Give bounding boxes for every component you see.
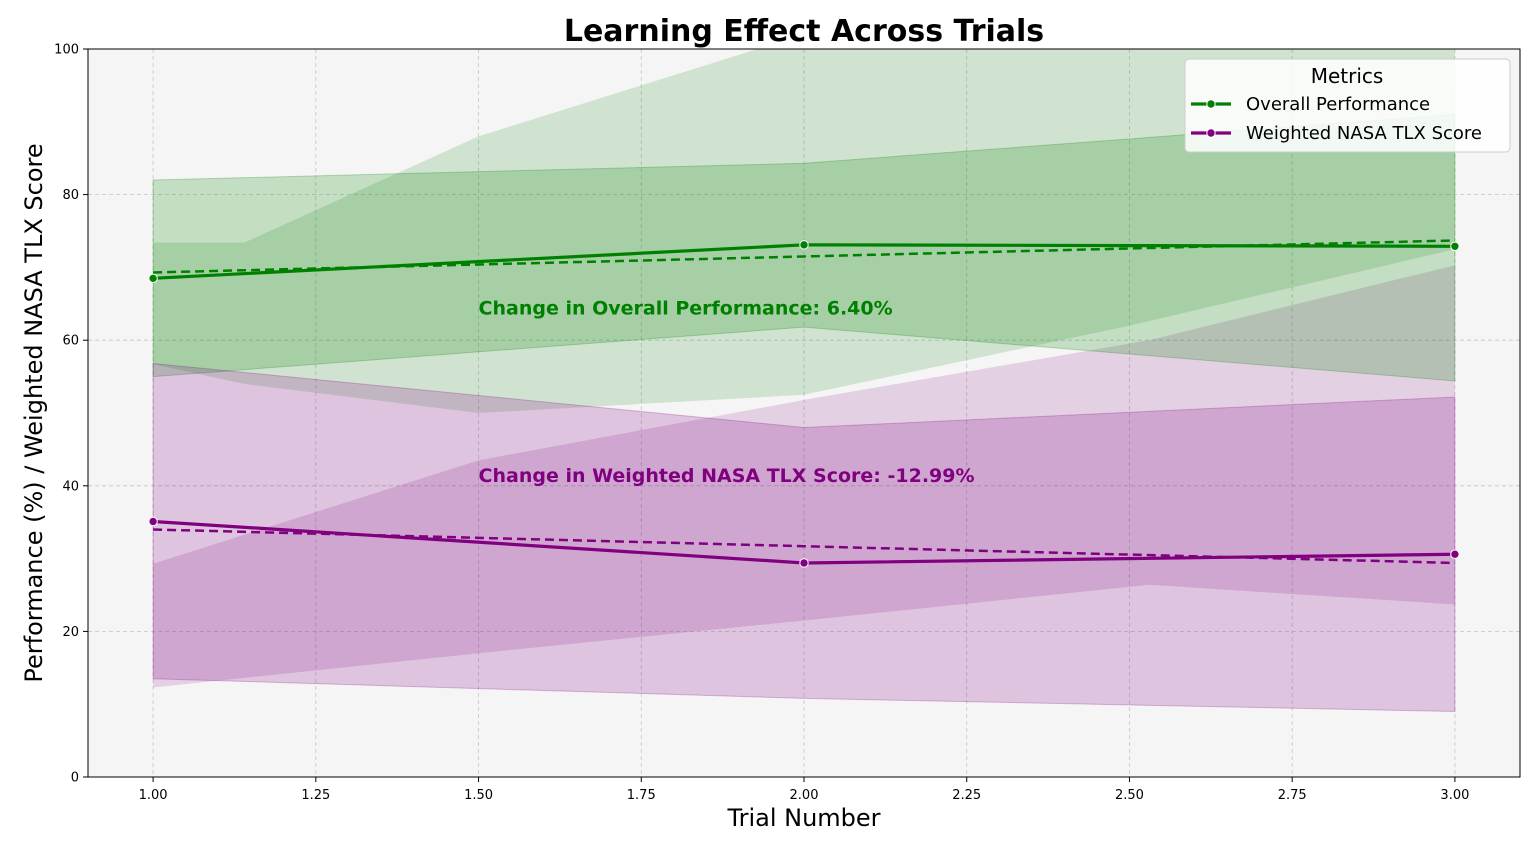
annotation-text: Change in Weighted NASA TLX Score: -12.9…	[479, 465, 975, 487]
trend-confidence-band	[153, 265, 1455, 688]
y-tick-label: 20	[62, 625, 79, 640]
data-point	[148, 273, 158, 284]
y-tick-label: 60	[62, 334, 79, 349]
data-point	[1450, 549, 1460, 559]
legend-marker	[1206, 99, 1216, 109]
y-tick-label: 0	[71, 771, 79, 786]
annotations: Change in Overall Performance: 6.40% Chan…	[479, 298, 975, 487]
x-tick-label: 2.50	[1115, 788, 1144, 803]
x-tick-label: 1.25	[301, 788, 330, 803]
data-point	[148, 516, 158, 527]
legend-marker	[1206, 128, 1216, 138]
x-tick-label: 1.00	[139, 788, 168, 803]
annotation-text: Change in Overall Performance: 6.40%	[479, 298, 893, 320]
data-point	[1450, 241, 1460, 251]
grid-lines	[88, 48, 1520, 778]
legend-label: Weighted NASA TLX Score	[1246, 123, 1482, 144]
x-tick-label: 1.50	[464, 788, 493, 803]
data-point	[799, 558, 809, 568]
legend-label: Overall Performance	[1246, 94, 1430, 115]
x-tick-label: 2.75	[1278, 788, 1307, 803]
y-tick-label: 80	[62, 188, 79, 203]
legend: Metrics Overall Performance Weighted NASA …	[1184, 58, 1511, 153]
y-tick-label: 100	[54, 43, 79, 58]
series-lines	[148, 239, 1460, 568]
legend-box	[1184, 58, 1511, 153]
axis-ticks: 1.00 1.25 1.50 1.75 2.00 2.25 2.50 2.75 3.00 0 20 4…	[54, 43, 1469, 804]
legend-title: Metrics	[1311, 64, 1384, 88]
x-tick-label: 2.00	[790, 788, 819, 803]
series-confidence-band	[152, 362, 1456, 712]
y-tick-label: 40	[62, 479, 79, 494]
x-tick-label: 2.25	[952, 788, 981, 803]
y-axis-label: Performance (%) / Weighted NASA TLX Scor…	[20, 143, 48, 682]
chart-title: Learning Effect Across Trials	[564, 14, 1044, 49]
x-tick-label: 1.75	[627, 788, 656, 803]
x-tick-label: 3.00	[1440, 788, 1469, 803]
x-axis-label: Trial Number	[726, 804, 880, 832]
data-point	[799, 240, 809, 250]
trend-confidence-band	[153, 49, 1455, 413]
